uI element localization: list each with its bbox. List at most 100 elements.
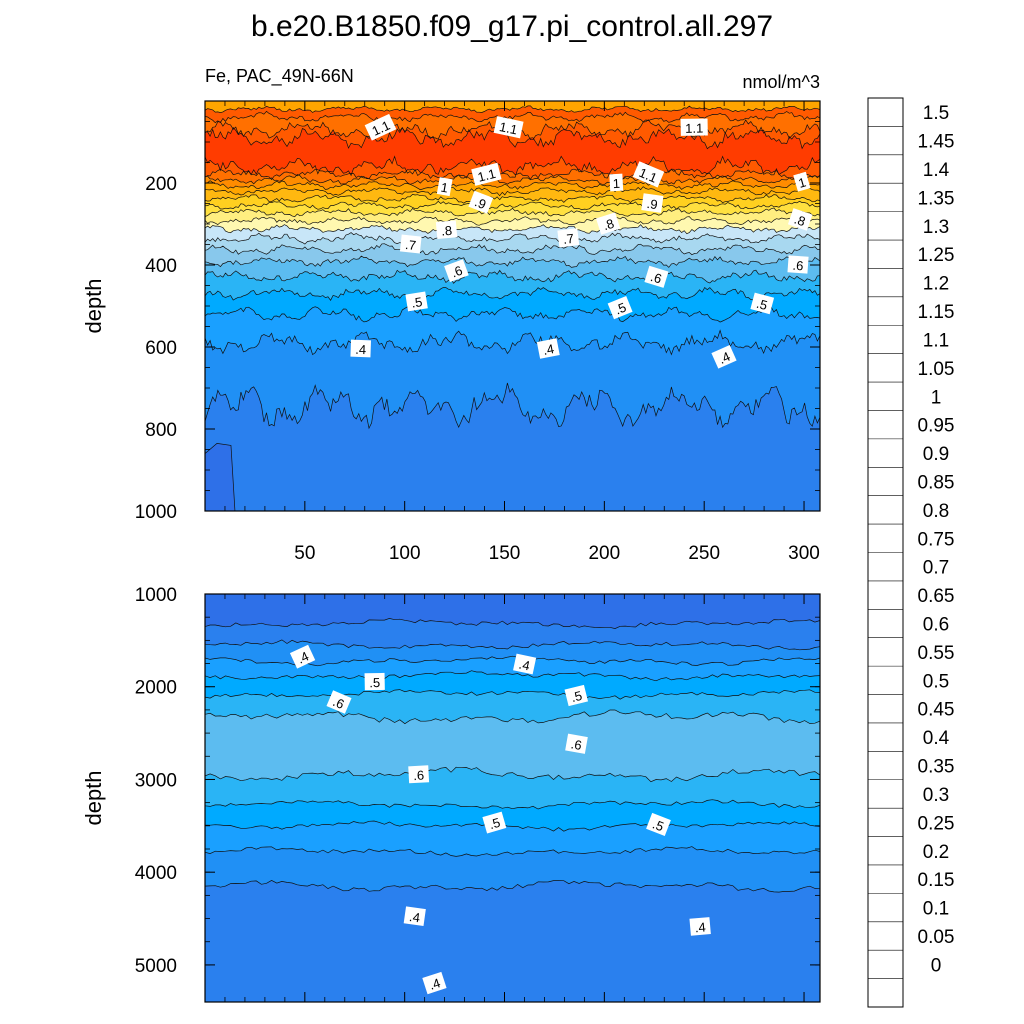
colorbar-label: 0.1 bbox=[923, 899, 949, 920]
contour-label: .5 bbox=[364, 672, 385, 691]
contour-label: .4 bbox=[711, 345, 737, 369]
contour-label: .4 bbox=[422, 971, 447, 995]
upper-panel-axes: 200 400 600 800 1000 50 100 150 200 250 300 bbox=[135, 100, 820, 564]
colorbar-label: 1.15 bbox=[918, 302, 955, 323]
contour-label: 1 bbox=[793, 171, 811, 192]
contour-label: .7 bbox=[399, 234, 422, 254]
contour-label: .9 bbox=[468, 190, 494, 214]
contour-band bbox=[205, 880, 820, 1002]
contour-label-text: .6 bbox=[649, 269, 664, 287]
colorbar-label: 0.9 bbox=[923, 444, 949, 465]
contour-label-text: .5 bbox=[650, 816, 665, 834]
y-tick-label: 600 bbox=[145, 338, 177, 359]
colorbar-label: 0.5 bbox=[923, 671, 949, 692]
contour-label: .5 bbox=[482, 811, 507, 834]
contour-label-text: 1.1 bbox=[685, 121, 703, 136]
colorbar-label: 0.8 bbox=[923, 501, 949, 522]
y-tick-label: 2000 bbox=[135, 678, 177, 699]
x-tick-label: 150 bbox=[489, 543, 521, 564]
contour-line bbox=[205, 305, 820, 323]
contour-label: 1.1 bbox=[632, 161, 665, 188]
contour-line bbox=[205, 689, 820, 700]
x-tick-label: 100 bbox=[389, 543, 421, 564]
y-tick-label: 4000 bbox=[135, 863, 177, 884]
upper-panel-contour-labels: 1.1 1.1 1.1 1.1 1.1 1 1 1 .9 .9 .8 .8 .8 .7 .7 .6 .6 .6 .5… bbox=[350, 113, 813, 369]
contour-label-text: .4 bbox=[518, 657, 532, 674]
contour-label-text: .8 bbox=[601, 216, 616, 234]
colorbar-label: 1.05 bbox=[918, 359, 955, 380]
contour-label-text: .4 bbox=[427, 975, 442, 993]
contour-line bbox=[205, 200, 820, 211]
contour-label: .4 bbox=[689, 917, 711, 936]
units-subtitle: nmol/m^3 bbox=[743, 72, 820, 92]
contour-label-text: .5 bbox=[569, 688, 583, 705]
contour-line bbox=[205, 232, 820, 245]
contour-line bbox=[205, 766, 820, 783]
contour-line bbox=[205, 180, 820, 191]
contour-line bbox=[205, 168, 820, 181]
contour-label-text: .4 bbox=[355, 342, 366, 357]
contour-label-text: .6 bbox=[413, 768, 425, 784]
contour-label-text: 1.1 bbox=[498, 119, 519, 137]
contour-label: .6 bbox=[565, 733, 588, 754]
contour-line bbox=[205, 846, 820, 857]
y-tick-label: 800 bbox=[145, 420, 177, 441]
contour-label: .5 bbox=[750, 292, 775, 315]
contour-label: .4 bbox=[536, 338, 560, 359]
y-tick-label: 200 bbox=[145, 174, 177, 195]
contour-line bbox=[205, 216, 820, 226]
contour-line bbox=[205, 224, 820, 235]
contour-label: 1.1 bbox=[471, 162, 502, 186]
lower-y-axis-title: depth bbox=[81, 770, 106, 825]
y-tick-label: 1000 bbox=[135, 502, 177, 523]
colorbar-label: 0.6 bbox=[923, 615, 949, 636]
contour-line bbox=[205, 329, 820, 356]
contour-label-text: .7 bbox=[404, 237, 416, 253]
contour-label: .8 bbox=[435, 220, 458, 240]
colorbar-label: 0.35 bbox=[918, 757, 955, 778]
colorbar-label: 1.1 bbox=[923, 331, 949, 352]
upper-panel-contour-lines bbox=[205, 105, 820, 430]
colorbar-label: 1.5 bbox=[923, 103, 949, 124]
contour-label-text: .6 bbox=[792, 258, 804, 274]
colorbar-label: 1.35 bbox=[918, 188, 955, 209]
contour-line bbox=[205, 709, 820, 725]
contour-line bbox=[205, 639, 820, 651]
y-tick-label: 1000 bbox=[135, 585, 177, 606]
contour-label: .6 bbox=[644, 265, 669, 288]
contour-line bbox=[205, 126, 820, 150]
y-tick-label: 400 bbox=[145, 256, 177, 277]
colorbar-label: 0.85 bbox=[918, 473, 955, 494]
contour-label-text: .9 bbox=[473, 194, 488, 212]
contour-line bbox=[205, 670, 820, 682]
contour-label-text: 1 bbox=[612, 176, 620, 191]
contour-label: .5 bbox=[564, 684, 589, 707]
colorbar-label: 1.3 bbox=[923, 217, 949, 238]
contour-label-text: .7 bbox=[562, 231, 575, 247]
contour-line bbox=[205, 194, 820, 204]
x-tick-label: 50 bbox=[294, 543, 315, 564]
x-tick-label: 250 bbox=[688, 543, 720, 564]
lower-panel-contour-labels: .4 .4 .5 .5 .6 .6 .6 .5 .5 .4 .4 .4 bbox=[289, 644, 711, 995]
contour-label-text: .6 bbox=[570, 736, 583, 753]
contour-label-text: .8 bbox=[441, 223, 453, 239]
y-tick-label: 3000 bbox=[135, 770, 177, 791]
x-tick-label: 300 bbox=[788, 543, 820, 564]
contour-line bbox=[205, 618, 820, 629]
contour-label-text: .4 bbox=[542, 341, 556, 358]
colorbar-label: 0.65 bbox=[918, 586, 955, 607]
contour-label: .5 bbox=[405, 291, 428, 312]
contour-label: .6 bbox=[326, 690, 352, 714]
contour-label: .4 bbox=[289, 644, 316, 669]
lower-panel-axes: 1000 2000 3000 4000 5000 bbox=[135, 585, 820, 1002]
colorbar-label: 1 bbox=[931, 387, 942, 408]
colorbar-label: 0.55 bbox=[918, 643, 955, 664]
colorbar-label: 0.7 bbox=[923, 558, 949, 579]
contour-label-text: .6 bbox=[449, 263, 464, 281]
contour-line bbox=[205, 799, 820, 810]
colorbar-label: 1.45 bbox=[918, 132, 955, 153]
contour-label: 1.1 bbox=[493, 116, 524, 139]
colorbar-label: 0 bbox=[931, 955, 942, 976]
contour-label-text: .4 bbox=[408, 909, 421, 925]
